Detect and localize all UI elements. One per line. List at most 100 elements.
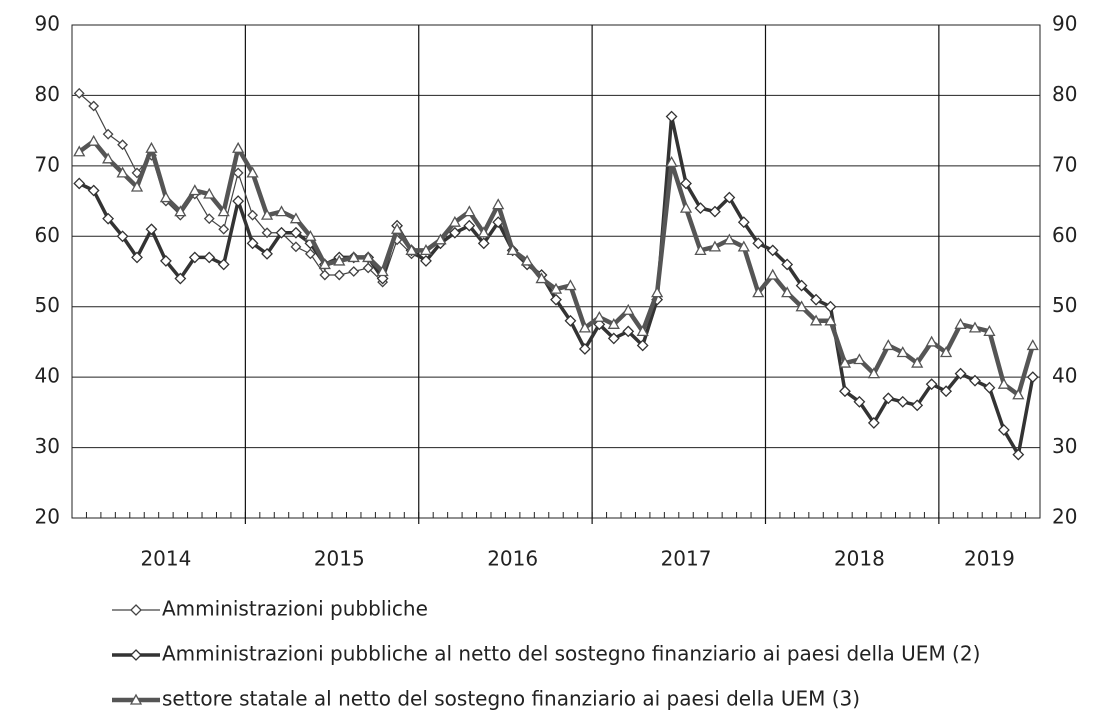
point <box>217 205 230 217</box>
point <box>882 339 895 351</box>
point <box>810 293 822 306</box>
point <box>289 212 303 224</box>
point <box>1026 339 1039 351</box>
point <box>174 272 187 285</box>
point <box>997 377 1010 389</box>
point <box>925 335 938 347</box>
point <box>333 254 346 266</box>
x-tick-label: 2018 <box>834 547 885 571</box>
point <box>304 248 316 260</box>
point <box>319 269 331 281</box>
point <box>463 205 476 217</box>
point <box>896 346 909 358</box>
point <box>73 177 86 190</box>
point <box>129 693 143 705</box>
point <box>651 286 664 298</box>
point <box>535 272 548 284</box>
y-tick-label: 50 <box>35 293 60 317</box>
point <box>752 237 765 250</box>
point <box>506 244 519 256</box>
y-tick-label: 20 <box>35 505 60 529</box>
y-tick-label: 30 <box>35 434 60 458</box>
point <box>708 240 722 252</box>
point <box>737 240 750 252</box>
y-tick-label: 40 <box>35 364 60 388</box>
point <box>824 300 837 313</box>
point <box>492 198 505 210</box>
point <box>463 219 476 232</box>
point <box>159 255 172 267</box>
point <box>665 155 678 167</box>
x-tick-label: 2015 <box>314 547 365 571</box>
point <box>723 191 736 204</box>
point <box>853 395 866 408</box>
point <box>925 378 938 391</box>
point <box>87 184 100 197</box>
y2-tick-label: 80 <box>1052 82 1077 106</box>
point <box>477 226 490 238</box>
point <box>246 166 259 178</box>
point <box>188 184 201 196</box>
y2-tick-label: 70 <box>1052 152 1077 176</box>
point <box>694 244 707 256</box>
point <box>997 424 1010 436</box>
point <box>1012 448 1025 461</box>
plot-frame <box>71 24 1041 519</box>
point <box>723 233 736 245</box>
point <box>261 247 273 260</box>
point <box>448 215 461 227</box>
point <box>145 223 158 236</box>
point <box>217 258 230 271</box>
point <box>896 395 909 408</box>
x-tick-label: 2017 <box>661 547 712 571</box>
point <box>694 202 707 215</box>
point <box>131 251 143 264</box>
y2-tick-label: 40 <box>1052 364 1077 388</box>
y-tick-label: 60 <box>35 223 60 247</box>
y2-tick-label: 60 <box>1052 223 1077 247</box>
point <box>232 141 245 153</box>
point <box>607 317 620 329</box>
point <box>232 195 245 207</box>
point <box>549 282 563 294</box>
point <box>838 356 852 368</box>
point <box>145 141 158 153</box>
point <box>477 237 490 250</box>
point <box>867 367 880 379</box>
point <box>87 134 100 146</box>
point <box>318 258 331 270</box>
point <box>117 139 128 151</box>
point <box>680 177 692 190</box>
point <box>824 314 837 326</box>
legend-label: settore statale al netto del sostegno fi… <box>162 687 860 711</box>
point <box>983 325 996 337</box>
point <box>954 317 967 329</box>
point <box>983 381 996 394</box>
x-tick-label: 2019 <box>964 547 1015 571</box>
point <box>939 346 953 358</box>
point <box>347 251 360 263</box>
point <box>102 212 115 225</box>
point <box>348 266 360 277</box>
point <box>203 187 216 199</box>
y2-tick-label: 50 <box>1052 293 1077 317</box>
point <box>593 310 606 322</box>
point <box>839 385 851 398</box>
point <box>766 268 779 280</box>
point <box>679 201 693 213</box>
point <box>203 213 215 225</box>
point <box>116 166 129 178</box>
y-tick-label: 90 <box>35 12 60 36</box>
point <box>275 205 288 217</box>
point <box>578 343 591 355</box>
point <box>102 152 115 164</box>
point <box>390 222 404 234</box>
point <box>290 241 302 253</box>
point <box>911 399 924 412</box>
point <box>882 392 895 405</box>
point <box>362 262 374 274</box>
y-tick-label: 80 <box>35 82 60 106</box>
point <box>752 286 765 298</box>
point <box>607 332 620 345</box>
